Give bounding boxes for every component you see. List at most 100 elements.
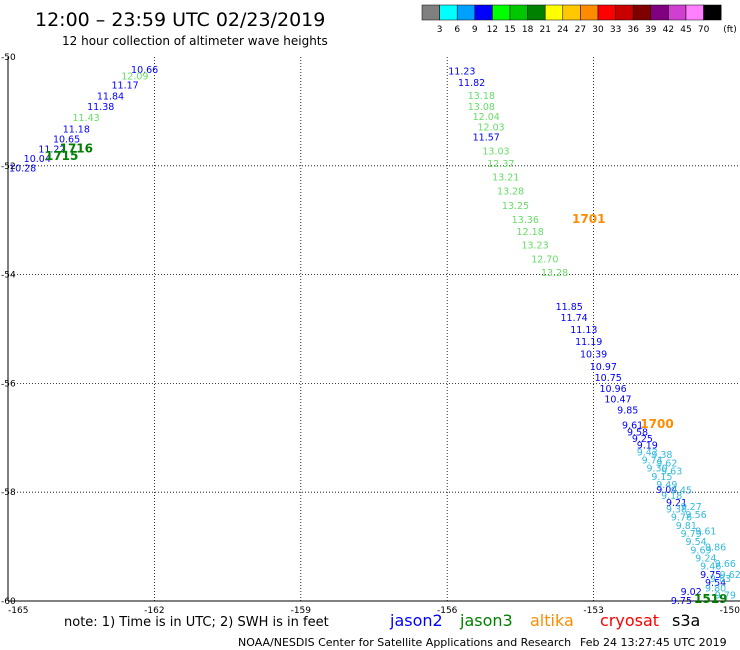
data-point-label: 1519 [694, 592, 727, 606]
data-point-label: 11.19 [575, 337, 602, 348]
y-tick-label: -56 [1, 379, 16, 389]
data-point-label: 13.28 [497, 186, 524, 197]
data-point-label: 9.21 [666, 498, 687, 509]
legend-bin-label: 12 [487, 25, 498, 35]
data-point-label: 9.38 [666, 505, 687, 516]
data-point-label: 9.42 [637, 447, 658, 458]
y-tick-label: -54 [1, 271, 16, 281]
data-point-label: 9.86 [705, 543, 726, 554]
data-point-label: 10.65 [53, 135, 80, 146]
data-point-label: 9.61 [695, 526, 716, 537]
data-point-label: 12.04 [473, 112, 500, 123]
data-point-label: 9.74 [642, 456, 663, 467]
chart-subtitle: 12 hour collection of altimeter wave hei… [62, 34, 328, 48]
satellite-jason2: jason2 [389, 611, 443, 630]
y-tick-label: -50 [1, 53, 16, 63]
satellite-cryosat: cryosat [600, 611, 659, 630]
data-point-label: 9.04 [656, 485, 677, 496]
legend-swatch [492, 4, 511, 21]
data-point-label: 9.19 [637, 440, 658, 451]
data-point-label: 13.21 [492, 173, 519, 184]
legend-bin-label: 6 [454, 25, 460, 35]
satellite-jason3: jason3 [459, 611, 513, 630]
legend-swatch [439, 4, 458, 21]
satellite-altika: altika [530, 611, 574, 630]
data-point-label: 9.38 [651, 450, 672, 461]
y-tick-label: -58 [1, 488, 16, 498]
chart-title: 12:00 – 23:59 UTC 02/23/2019 [35, 9, 325, 31]
legend-swatch [632, 4, 652, 21]
legend-bin-label: 18 [522, 25, 534, 35]
data-point-label: 9.75 [671, 596, 692, 607]
data-point-label: 10.39 [580, 349, 607, 360]
legend-swatch [456, 4, 476, 21]
data-point-label: 9.69 [690, 545, 711, 556]
axis-ticks: -165 -162 -159 -156 -153 -150 -50 -52 -54 -56 -58 -… [1, 53, 740, 616]
data-point-label: 9.45 [671, 485, 692, 496]
data-point-label: 1715 [45, 149, 78, 163]
data-point-label: 13.18 [468, 91, 495, 102]
data-point-label: 12.37 [487, 159, 514, 170]
data-point-label: 9.83 [710, 574, 731, 585]
x-tick-label: -162 [144, 606, 164, 616]
data-point-label: 1700 [640, 417, 673, 431]
data-point-label: 13.36 [512, 215, 539, 226]
legend-unit: (ft) [723, 25, 737, 35]
data-point-label: 9.80 [705, 583, 726, 594]
data-point-label: 11.22 [38, 144, 65, 155]
legend-bin-label: 3 [437, 25, 443, 35]
data-point-label: 11.18 [63, 124, 90, 135]
data-point-label: 9.56 [686, 510, 707, 521]
data-point-label: 10.75 [595, 373, 622, 384]
data-point-label: 10.97 [590, 362, 617, 373]
legend-swatch [527, 4, 546, 21]
data-point-label: 10.96 [600, 384, 627, 395]
satellite-legend: jason2 jason3 altika cryosat s3a [389, 611, 700, 630]
x-tick-label: -165 [8, 606, 28, 616]
legend-swatch [650, 4, 669, 21]
data-point-label: 1701 [572, 212, 605, 226]
data-point-label: 10.47 [604, 395, 631, 406]
data-point-label: 9.75 [700, 570, 721, 581]
data-point-label: 9.18 [661, 491, 682, 502]
data-point-label: 9.62 [720, 570, 740, 581]
data-point-label: 9.24 [695, 553, 716, 564]
legend-swatch [544, 4, 564, 21]
data-point-label: 12.18 [517, 227, 544, 238]
x-tick-label: -156 [437, 606, 458, 616]
footer-credit: NOAA/NESDIS Center for Satellite Applica… [238, 636, 571, 649]
data-point-label: 9.66 [715, 559, 736, 570]
legend-bin-label: 9 [472, 25, 478, 35]
data-point-label: 10.28 [9, 163, 36, 174]
legend-swatch [421, 4, 440, 21]
data-point-label: 9.63 [661, 466, 682, 477]
legend-bin-label: 21 [539, 25, 550, 35]
legend-bin-label: 24 [557, 25, 569, 35]
data-point-label: 12.70 [531, 254, 558, 265]
x-tick-label: -153 [583, 606, 603, 616]
footer-timestamp: Feb 24 13:27:45 UTC 2019 [580, 636, 727, 649]
footer-note: note: 1) Time is in UTC; 2) SWH is in fe… [64, 615, 329, 630]
data-point-label: 9.79 [715, 590, 736, 601]
data-point-label: 13.08 [468, 102, 495, 113]
data-point-label: 13.25 [502, 201, 529, 212]
data-point-label: 13.03 [482, 147, 509, 158]
legend-swatch [685, 4, 704, 21]
data-point-label: 11.84 [97, 92, 124, 103]
data-point-label: 11.85 [556, 302, 583, 313]
data-point-label: 9.46 [700, 562, 721, 573]
legend-bin-label: 45 [680, 25, 691, 35]
data-point-label: 10.66 [131, 65, 158, 76]
data-point-label: 9.54 [686, 537, 707, 548]
data-point-label: 9.81 [676, 521, 697, 532]
y-tick-label: -52 [1, 162, 16, 172]
legend-bin-label: 33 [610, 25, 621, 35]
satellite-s3a: s3a [672, 611, 700, 630]
data-point-label: 9.02 [681, 587, 702, 598]
legend-bin-label: 27 [575, 25, 586, 35]
data-point-label: 13.23 [521, 241, 548, 252]
data-point-label: 9.25 [632, 434, 653, 445]
data-point-label: 10.04 [24, 154, 51, 165]
legend-swatch [580, 4, 599, 21]
